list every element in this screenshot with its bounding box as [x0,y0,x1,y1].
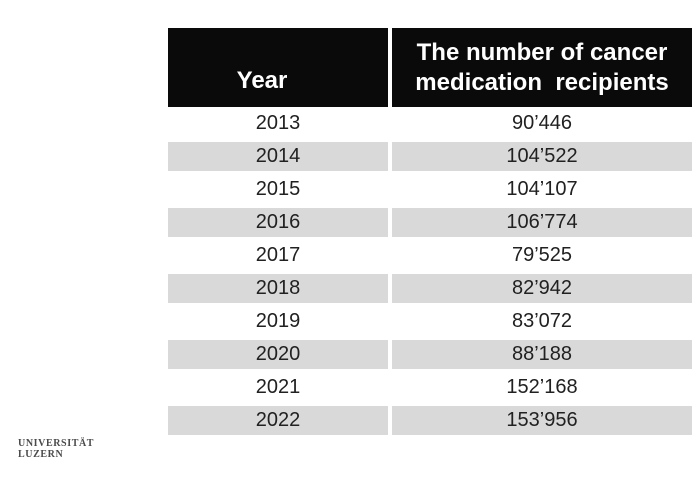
year-cell: 2017 [255,244,301,266]
value-cell: 82’942 [392,272,692,305]
table-row: 2016 106’774 [168,206,692,239]
value-cell: 106’774 [392,206,692,239]
value-cell: 88’188 [392,338,692,371]
cancer-medication-table: Year The number of cancer medication rec… [168,28,692,437]
value-cell: 152’168 [506,376,578,398]
table-body: 2013 90’446 2014 104’522 2015 104’107 20… [168,107,692,437]
table-row: 2014 104’522 [168,140,692,173]
year-cell: 2018 [168,272,388,305]
table-row: 2021 152’168 [168,371,692,404]
year-cell: 2020 [168,338,388,371]
year-cell: 2021 [255,376,301,398]
table-row: 2018 82’942 [168,272,692,305]
year-cell: 2022 [168,404,388,437]
header-cell-year: Year [168,28,388,107]
university-luzern-logo: UNIVERSITÄT LUZERN [18,438,94,460]
table-row: 2020 88’188 [168,338,692,371]
table-header-row: Year The number of cancer medication rec… [168,28,692,107]
table-row: 2015 104’107 [168,173,692,206]
value-cell: 104’522 [392,140,692,173]
year-cell: 2016 [168,206,388,239]
value-cell: 104’107 [506,178,578,200]
table-row: 2017 79’525 [168,239,692,272]
value-cell: 83’072 [511,310,573,332]
logo-line-universitat: UNIVERSITÄT [18,438,95,449]
year-cell: 2015 [255,178,301,200]
header-cell-recipients: The number of cancer medication recipien… [392,28,692,107]
year-cell: 2014 [168,140,388,173]
table-row: 2019 83’072 [168,305,692,338]
value-cell: 79’525 [511,244,573,266]
value-cell: 153’956 [392,404,692,437]
table-row: 2013 90’446 [168,107,692,140]
value-cell: 90’446 [511,112,573,134]
logo-line-luzern: LUZERN [18,449,64,460]
year-cell: 2019 [255,310,301,332]
table-row: 2022 153’956 [168,404,692,437]
header-year-label: Year [236,67,288,94]
year-cell: 2013 [255,112,301,134]
